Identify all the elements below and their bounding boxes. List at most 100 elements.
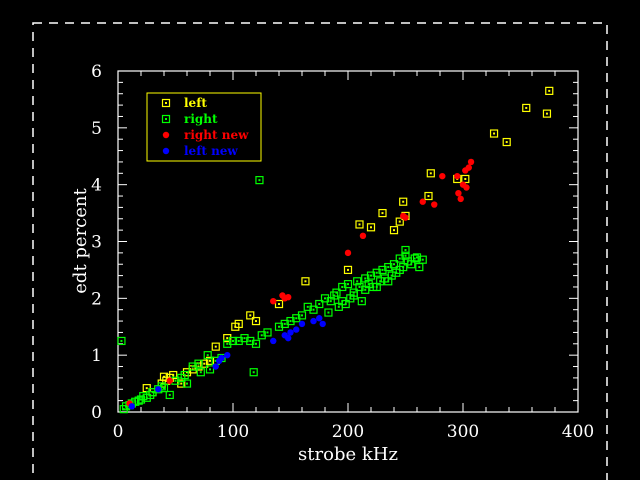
data-point-right: [182, 379, 192, 388]
data-point-left: [223, 334, 232, 343]
data-point-right: [280, 319, 289, 329]
data-point-right: [255, 176, 264, 185]
data-point-right-center: [347, 283, 349, 286]
data-point-left-new: [287, 329, 294, 336]
data-point-right-new: [463, 184, 470, 191]
data-point-left-new: [128, 403, 135, 410]
series-right-new: [126, 158, 475, 407]
data-point-right-center: [243, 337, 246, 340]
data-point-left: [211, 342, 220, 351]
data-point-right: [251, 339, 261, 348]
data-point-right-center: [341, 285, 344, 288]
data-point-right: [330, 291, 339, 300]
data-point-left: [424, 191, 433, 201]
x-tick-label: 100: [217, 422, 249, 442]
data-point-right-center: [404, 249, 407, 252]
data-point-left-center: [249, 314, 252, 317]
data-point-left-new: [319, 320, 326, 328]
data-point-right-center: [163, 387, 165, 390]
data-point-right: [389, 260, 399, 269]
data-point-right: [297, 311, 307, 320]
legend-marker-left-center: [165, 102, 167, 104]
data-point-right-center: [327, 311, 330, 314]
legend-marker-left-new: [162, 147, 170, 155]
data-point-right-new: [270, 297, 277, 305]
data-point-right-center: [197, 362, 200, 365]
data-point-right-center: [413, 257, 416, 260]
data-point-left-center: [493, 132, 496, 135]
data-point-right: [180, 370, 189, 380]
data-point-left-center: [226, 337, 229, 340]
data-point-left: [426, 169, 435, 178]
data-point-right: [361, 285, 370, 294]
data-point-right-center: [416, 256, 418, 259]
data-point-left-center: [255, 320, 257, 323]
x-tick-label: 200: [332, 422, 364, 442]
data-point-right: [349, 291, 358, 300]
data-point-right-center: [410, 263, 413, 266]
data-point-right-center: [352, 294, 355, 297]
data-point-left-center: [548, 89, 551, 92]
data-point-right-new: [419, 198, 426, 205]
data-point-right-new: [439, 172, 446, 180]
data-point-left: [274, 299, 284, 309]
data-point-right-center: [252, 371, 255, 374]
data-point-right: [194, 359, 203, 368]
data-point-right-new: [455, 189, 462, 197]
data-point-right: [223, 339, 232, 348]
data-point-right: [384, 277, 393, 286]
data-point-right: [418, 255, 427, 264]
data-point-right: [324, 308, 333, 317]
legend-marker-left: [161, 98, 171, 108]
data-point-right-center: [226, 342, 229, 345]
data-point-right: [286, 316, 295, 326]
data-point-left-center: [429, 172, 432, 175]
data-point-right: [263, 328, 272, 337]
data-point-left-center: [180, 382, 183, 385]
data-point-right: [274, 322, 284, 331]
data-point-right-new: [402, 214, 409, 221]
data-point-left: [378, 208, 387, 218]
data-point-left-new: [310, 317, 317, 325]
data-point-right-center: [418, 266, 421, 269]
data-point-right-center: [398, 268, 401, 271]
data-point-left-new: [316, 315, 323, 322]
y-axis-label: edt percent: [70, 187, 91, 293]
data-point-left: [542, 109, 552, 118]
series-right: [117, 176, 427, 414]
data-point-right: [234, 336, 243, 346]
data-point-right-center: [199, 371, 202, 374]
data-point-right-center: [283, 322, 286, 325]
data-point-left: [182, 368, 192, 377]
data-point-left-center: [358, 223, 361, 226]
data-point-right: [401, 245, 410, 255]
data-point-right: [205, 365, 215, 374]
data-point-right: [332, 288, 341, 297]
data-point-left-center: [347, 268, 349, 271]
data-point-right-center: [387, 266, 390, 269]
data-point-left-center: [370, 226, 372, 229]
data-point-left-center: [191, 368, 194, 371]
data-point-right-center: [191, 365, 194, 368]
data-point-right-center: [398, 257, 401, 260]
data-point-right: [228, 336, 238, 346]
legend-label-right: right: [184, 112, 218, 126]
y-tick-label: 2: [91, 289, 102, 309]
data-point-right-center: [149, 393, 152, 396]
data-point-right-center: [260, 334, 263, 337]
data-point-right-center: [375, 271, 378, 274]
data-point-left-center: [464, 177, 467, 180]
data-point-right-center: [295, 317, 298, 320]
x-tick-label: 300: [447, 422, 479, 442]
data-point-left-new: [224, 351, 231, 359]
data-point-right: [355, 282, 364, 292]
data-point-left-center: [278, 303, 280, 306]
data-point-right: [309, 305, 318, 314]
data-point-left-center: [427, 195, 430, 198]
legend-marker-right: [161, 114, 171, 124]
data-point-right-center: [122, 408, 125, 411]
data-point-left-center: [398, 220, 401, 223]
x-tick-label: 400: [562, 422, 594, 442]
data-point-right: [203, 351, 212, 360]
